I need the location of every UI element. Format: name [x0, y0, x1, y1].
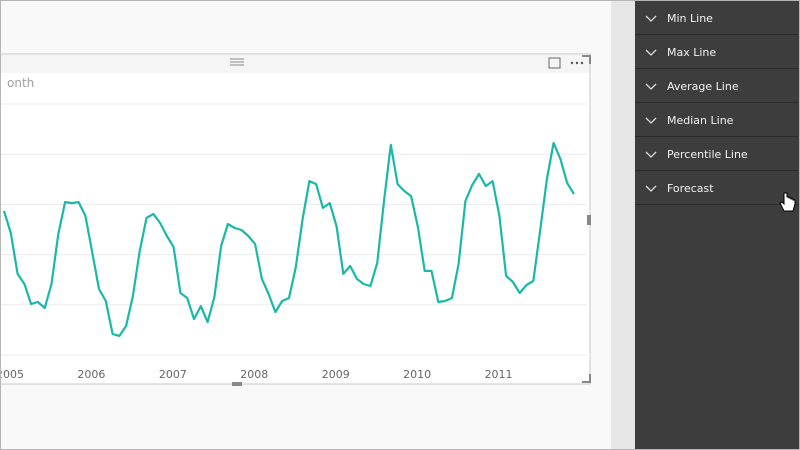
pane-section[interactable]: Median Line: [635, 103, 799, 137]
drag-handle[interactable]: [230, 58, 244, 66]
resize-handle[interactable]: [582, 55, 591, 64]
axis-title: onth: [7, 76, 34, 90]
resize-handle[interactable]: [582, 374, 591, 383]
chevron: [645, 49, 657, 56]
pane-section[interactable]: Average Line: [635, 69, 799, 103]
pane-section[interactable]: Max Line: [635, 35, 799, 69]
section-label: Forecast: [667, 182, 714, 195]
chevron: [645, 83, 657, 90]
x-tick-label: 2008: [240, 368, 268, 381]
pane-section[interactable]: Percentile Line: [635, 137, 799, 171]
focus-mode-icon[interactable]: [548, 57, 561, 69]
section-label: Max Line: [667, 46, 717, 59]
report-canvas: onth 2005 2006 2007 2008 2009 2010 2011: [1, 1, 611, 449]
more-options[interactable]: [570, 61, 584, 65]
x-tick-label: 2005: [1, 368, 24, 381]
visual-header: [1, 55, 589, 73]
data-line: [2, 141, 575, 337]
line-visual: onth 2005 2006 2007 2008 2009 2010 2011: [1, 53, 591, 386]
x-tick-label: 2011: [485, 368, 513, 381]
visual-frame: [1, 53, 591, 385]
x-tick-label: 2010: [403, 368, 431, 381]
x-tick-label: 2007: [159, 368, 187, 381]
chevron: [645, 151, 657, 158]
resize-handle[interactable]: [587, 215, 591, 225]
pane-section[interactable]: Forecast: [635, 171, 799, 205]
chevron: [645, 117, 657, 124]
section-label: Min Line: [667, 12, 713, 25]
analytics-pane: Min Line Max Line Average Line Median Line P…: [635, 1, 799, 449]
section-label: Median Line: [667, 114, 734, 127]
pane-section[interactable]: Min Line: [635, 1, 799, 35]
cursor: [779, 192, 796, 212]
resize-handle[interactable]: [232, 382, 242, 386]
scroll-gutter: [611, 1, 635, 449]
chevron: [645, 15, 657, 22]
section-label: Average Line: [667, 80, 739, 93]
chevron: [645, 185, 657, 192]
section-label: Percentile Line: [667, 148, 748, 161]
x-tick-label: 2009: [322, 368, 350, 381]
x-tick-label: 2006: [77, 368, 105, 381]
